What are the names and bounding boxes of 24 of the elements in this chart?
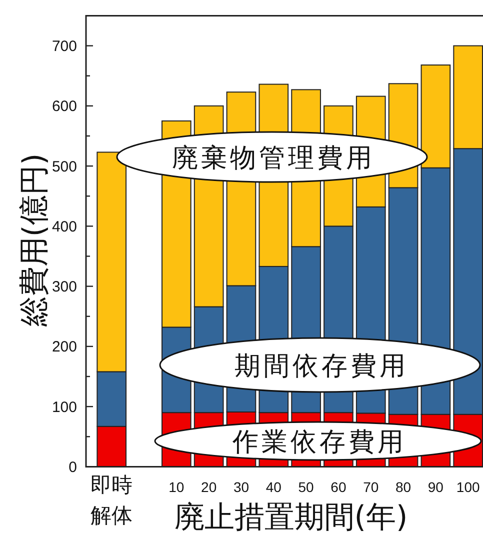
y-axis-title: 総費用(億円) xyxy=(16,153,52,328)
x-tick-label: 40 xyxy=(266,479,282,495)
series-label: 廃棄物管理費用 xyxy=(172,144,375,174)
x-tick-label: 50 xyxy=(298,479,314,495)
x-tick-label: 即時解体 xyxy=(90,473,133,528)
y-tick-label: 300 xyxy=(52,278,77,296)
y-tick-label: 200 xyxy=(52,338,77,356)
series-label: 作業依存費用 xyxy=(232,428,406,458)
x-tick-label: 20 xyxy=(201,479,217,495)
x-tick-label: 60 xyxy=(330,479,346,495)
x-tick-label: 70 xyxy=(363,479,379,495)
y-tick-label: 0 xyxy=(68,459,77,476)
y-tick-label: 700 xyxy=(52,38,77,56)
y-tick-label: 600 xyxy=(52,98,77,116)
x-tick-label: 90 xyxy=(428,479,444,495)
y-tick-label: 400 xyxy=(52,218,77,236)
x-tick-label: 100 xyxy=(456,479,480,495)
x-tick-label: 80 xyxy=(395,479,412,495)
x-tick-label: 10 xyxy=(168,479,184,495)
y-tick-label: 100 xyxy=(52,398,77,416)
series-label: 期間依存費用 xyxy=(234,352,408,382)
x-axis-title: 廃止措置期間(年) xyxy=(174,500,408,533)
x-tick-label: 30 xyxy=(233,479,250,495)
y-tick-label: 500 xyxy=(52,158,77,176)
